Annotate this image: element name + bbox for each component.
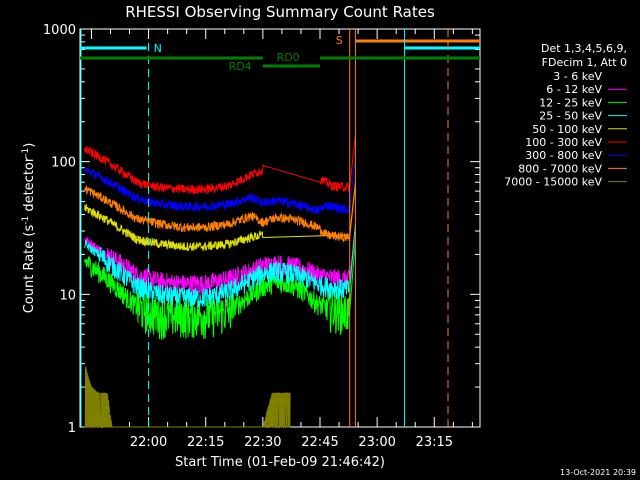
legend-label-8: 7000 - 15000 keV bbox=[504, 176, 602, 189]
legend-label-6: 300 - 800 keV bbox=[525, 149, 602, 162]
x-tick-label: 22:15 bbox=[187, 435, 224, 450]
legend: Det 1,3,4,5,6,9, FDecim 1, Att 0 3 - 6 k… bbox=[504, 42, 627, 189]
y-tick-label: 1 bbox=[68, 421, 76, 436]
legend-label-2: 12 - 25 keV bbox=[539, 96, 602, 109]
timestamp: 13-Oct-2021 20:39 bbox=[560, 468, 636, 477]
y-axis-label-mid: detector bbox=[22, 156, 37, 216]
x-tick-label: 22:30 bbox=[244, 435, 281, 450]
night-label: N bbox=[154, 42, 162, 55]
series-group bbox=[84, 134, 356, 428]
chart-title: RHESSI Observing Summary Count Rates bbox=[125, 3, 435, 21]
legend-header-2: FDecim 1, Att 0 bbox=[542, 56, 627, 69]
legend-header-1: Det 1,3,4,5,6,9, bbox=[541, 42, 627, 55]
x-tick-label: 23:15 bbox=[416, 435, 453, 450]
series-line-8 bbox=[84, 366, 291, 428]
legend-label-1: 6 - 12 keV bbox=[546, 83, 602, 96]
x-tick-label: 22:00 bbox=[130, 435, 167, 450]
legend-label-0: 3 - 6 keV bbox=[553, 70, 602, 83]
y-axis-label: Count Rate (s-1 detector-1) bbox=[21, 143, 37, 314]
saa-label: S bbox=[336, 34, 343, 47]
axes: 1 10 100 1000 22:00 22:15 22:30 22:45 23:00 23:15 bbox=[43, 23, 480, 450]
series-line-5 bbox=[84, 134, 356, 196]
y-tick-label: 10 bbox=[59, 288, 76, 303]
series-line-3 bbox=[84, 223, 356, 309]
y-axis-label-main: Count Rate (s bbox=[22, 225, 37, 314]
series-line-0 bbox=[84, 266, 356, 355]
y-tick-label: 100 bbox=[51, 156, 76, 171]
x-tick-label: 22:45 bbox=[301, 435, 338, 450]
y-axis-label-sup1: -1 bbox=[21, 216, 31, 225]
legend-label-7: 800 - 7000 keV bbox=[518, 162, 602, 175]
legend-label-5: 100 - 300 keV bbox=[525, 136, 602, 149]
series-line-7 bbox=[84, 184, 356, 243]
x-axis-label: Start Time (01-Feb-09 21:46:42) bbox=[175, 455, 385, 470]
legend-label-4: 50 - 100 keV bbox=[532, 123, 602, 136]
rd4-label: RD4 bbox=[229, 60, 252, 73]
y-axis-label-sup2: -1 bbox=[21, 148, 31, 157]
y-tick-label: 1000 bbox=[43, 23, 76, 38]
series-line-2 bbox=[84, 239, 356, 340]
legend-label-3: 25 - 50 keV bbox=[539, 110, 602, 123]
y-axis-label-end: ) bbox=[22, 143, 37, 148]
series-line-4 bbox=[84, 182, 356, 252]
rd0-label: RD0 bbox=[277, 51, 300, 64]
series-line-6 bbox=[84, 156, 356, 215]
x-tick-label: 23:00 bbox=[358, 435, 395, 450]
annotation-group: N S RD0 RD4 bbox=[80, 29, 480, 427]
